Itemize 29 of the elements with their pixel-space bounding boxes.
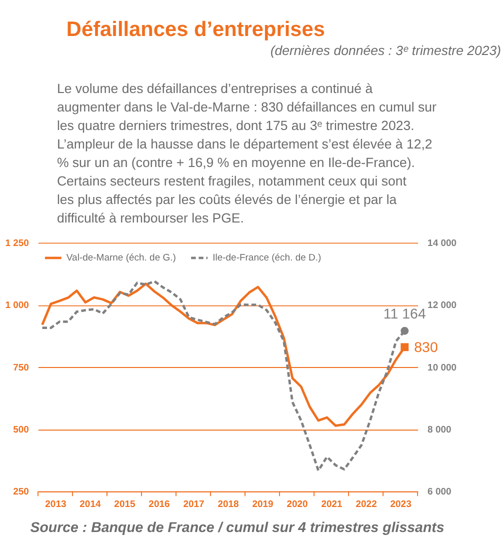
y-tick-label: 250 bbox=[13, 486, 29, 498]
y-tick-label: 1 000 bbox=[5, 300, 29, 312]
chart-title: Défaillances d’entreprises bbox=[66, 18, 325, 41]
y-tick-label: 1 250 bbox=[5, 238, 29, 250]
legend-label: Ile-de-France (éch. de D.) bbox=[212, 252, 322, 264]
x-tick-label: 2023 bbox=[390, 499, 412, 510]
x-tick-label: 2017 bbox=[183, 499, 204, 510]
text: Le volume des défaillances d’entreprises a continué à augmenter dans le Val-de-Marne : 830 défaillances en cumul sur les quatre derniers trimestres, dont 175 au 3ᵉ trimestre 2023. L’ampleur de la hausse dans le département s’est élevée à 12,2 % sur un an (contre + 16,9 % en moyenne en Ile-de-France). Certains secteurs restent fragiles, notamment ceux qui sont les plus affectés par les coûts élevés de l’énergie et par la difficulté à rembourser les PGE. bbox=[56, 80, 438, 226]
chart-subtitle: (dernières données : 3ᵉ trimestre 2023) bbox=[270, 42, 502, 58]
source-note: Source : Banque de France / cumul sur 4 trimestres glissants bbox=[30, 520, 444, 536]
y-tick-label: 750 bbox=[13, 362, 29, 374]
x-tick-label: 2015 bbox=[114, 499, 136, 510]
x-tick-label: 2022 bbox=[356, 499, 377, 510]
x-tick-label: 2018 bbox=[218, 499, 239, 510]
x-tick-label: 2021 bbox=[321, 499, 344, 510]
y-tick-label: 500 bbox=[13, 424, 29, 436]
y2-tick-label: 12 000 bbox=[428, 300, 457, 312]
y2-tick-label: 10 000 bbox=[428, 362, 457, 374]
y2-tick-label: 6 000 bbox=[428, 486, 452, 498]
data-label: 11 164 bbox=[383, 306, 426, 323]
x-tick-label: 2016 bbox=[148, 499, 170, 510]
x-tick-label: 2014 bbox=[80, 499, 102, 510]
x-tick-label: 2019 bbox=[252, 499, 274, 510]
x-tick-label: 2020 bbox=[286, 499, 308, 510]
y2-tick-label: 8 000 bbox=[428, 424, 452, 436]
x-tick-label: 2013 bbox=[45, 499, 66, 510]
legend-label: Val-de-Marne (éch. de G.) bbox=[66, 252, 176, 264]
y2-tick-label: 14 000 bbox=[428, 238, 457, 250]
data-label: 830 bbox=[414, 340, 438, 356]
